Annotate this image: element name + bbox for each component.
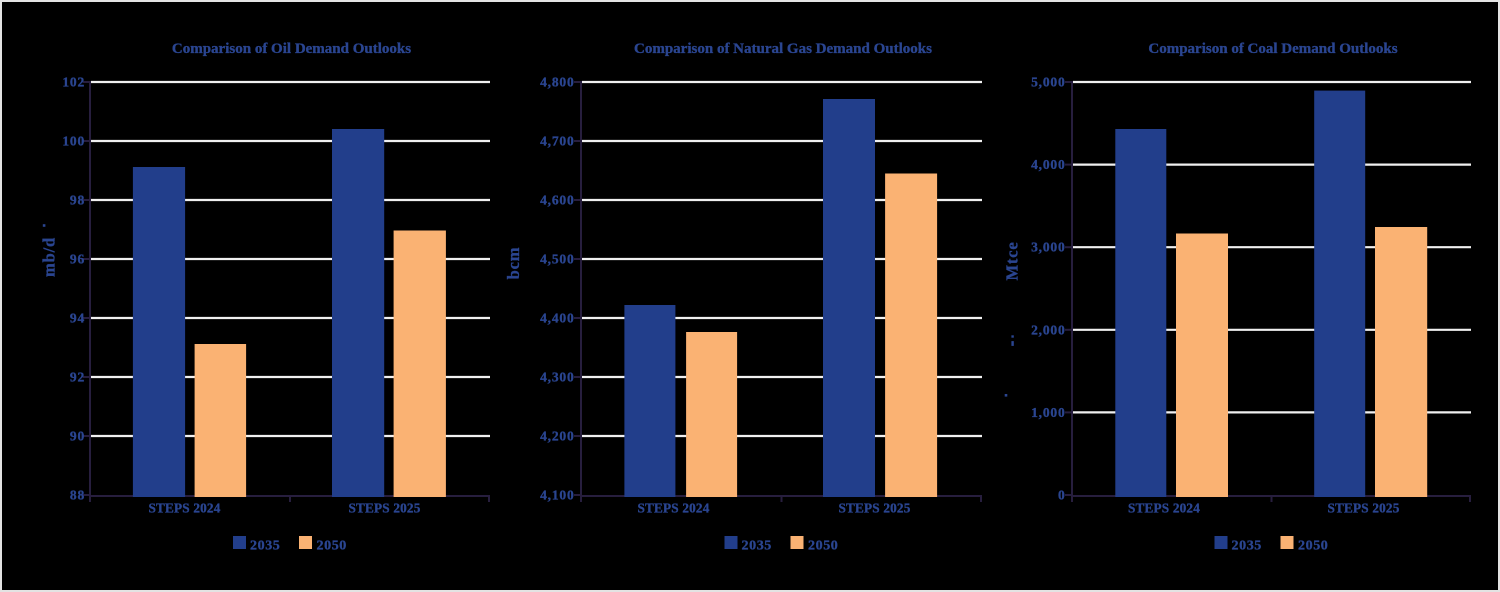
svg-text:1,000: 1,000 xyxy=(1031,405,1065,420)
svg-text:2050: 2050 xyxy=(317,539,347,554)
svg-text:STEPS 2024: STEPS 2024 xyxy=(1128,501,1200,516)
svg-text:94: 94 xyxy=(70,311,85,326)
svg-text:STEPS 2024: STEPS 2024 xyxy=(638,501,710,516)
svg-text:4,300: 4,300 xyxy=(540,370,574,385)
svg-text:98: 98 xyxy=(70,193,85,208)
svg-text:bcm: bcm xyxy=(504,247,523,280)
svg-text:3,000: 3,000 xyxy=(1031,240,1065,255)
svg-text:STEPS 2025: STEPS 2025 xyxy=(839,501,911,516)
svg-text:4,600: 4,600 xyxy=(540,193,574,208)
svg-text:4,500: 4,500 xyxy=(540,252,574,267)
svg-text:102: 102 xyxy=(62,75,85,90)
svg-text:100: 100 xyxy=(62,134,85,149)
svg-text:2050: 2050 xyxy=(808,539,838,554)
svg-text:mb/d: mb/d xyxy=(40,237,59,277)
svg-text:STEPS 2024: STEPS 2024 xyxy=(149,501,221,516)
svg-text:2050: 2050 xyxy=(1298,539,1328,554)
svg-text:96: 96 xyxy=(70,252,85,267)
svg-text:Comparison of Coal Demand Outl: Comparison of Coal Demand Outlooks xyxy=(1148,41,1397,57)
svg-text:2035: 2035 xyxy=(742,539,772,554)
svg-text:Comparison of Oil Demand Outlo: Comparison of Oil Demand Outlooks xyxy=(172,41,411,57)
svg-text:STEPS 2025: STEPS 2025 xyxy=(1328,501,1400,516)
svg-text:5,000: 5,000 xyxy=(1031,75,1065,90)
svg-text:2035: 2035 xyxy=(1232,539,1262,554)
svg-text:4,000: 4,000 xyxy=(1031,157,1065,172)
svg-text:4,200: 4,200 xyxy=(540,429,574,444)
svg-text:4,100: 4,100 xyxy=(540,488,574,503)
svg-text:4,400: 4,400 xyxy=(540,311,574,326)
svg-text:2035: 2035 xyxy=(250,539,280,554)
svg-text:Mtce: Mtce xyxy=(1003,242,1022,281)
svg-text:STEPS 2025: STEPS 2025 xyxy=(349,501,421,516)
svg-text:92: 92 xyxy=(70,370,85,385)
svg-text:90: 90 xyxy=(70,429,85,444)
svg-text:88: 88 xyxy=(70,488,85,503)
svg-text:4,800: 4,800 xyxy=(540,75,574,90)
svg-text:0: 0 xyxy=(1058,488,1066,503)
svg-text:2,000: 2,000 xyxy=(1031,322,1065,337)
svg-text:Comparison of Natural Gas Dema: Comparison of Natural Gas Demand Outlook… xyxy=(634,41,932,57)
svg-text:4,700: 4,700 xyxy=(540,134,574,149)
